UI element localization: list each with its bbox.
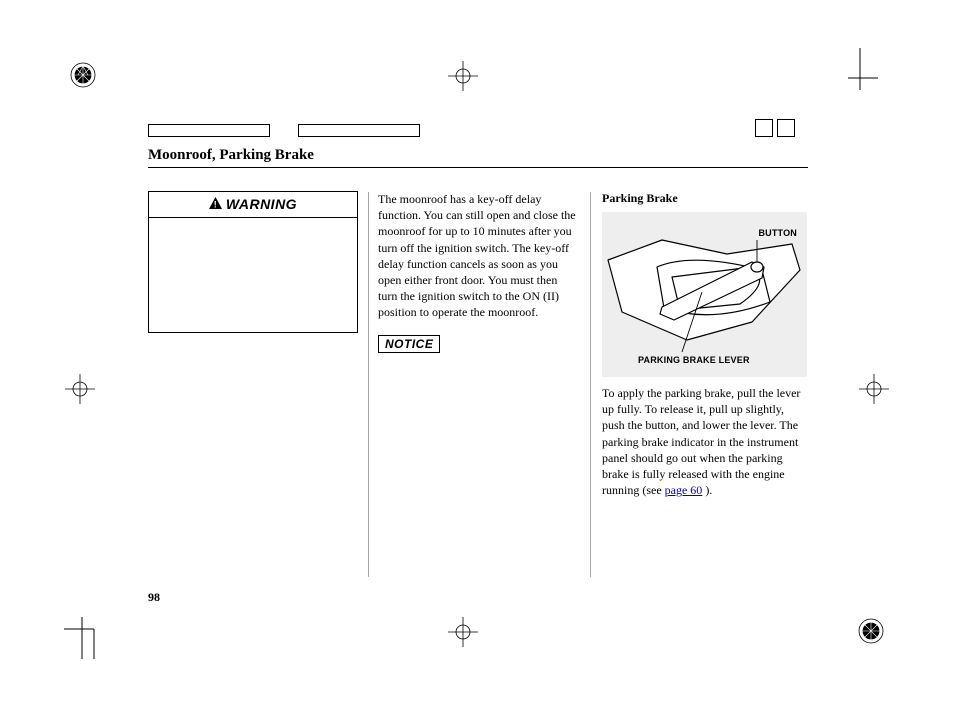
- column-1: ! WARNING: [148, 191, 358, 333]
- figure-label-lever: PARKING BRAKE LEVER: [638, 355, 750, 365]
- svg-text:!: !: [214, 200, 218, 210]
- crosshair-icon: [859, 374, 889, 404]
- crop-mark-square: [777, 119, 795, 137]
- column-3: Parking Brake BUTTON PARKING BRAKE LEVER…: [602, 191, 807, 498]
- column-separator: [368, 192, 369, 577]
- page-title: Moonroof, Parking Brake: [148, 147, 314, 164]
- paragraph-post: ).: [702, 483, 712, 497]
- registration-mark-icon: [69, 61, 97, 89]
- title-rule: [148, 167, 808, 168]
- crop-mark-square: [755, 119, 773, 137]
- page-link[interactable]: page 60: [665, 483, 703, 497]
- parking-brake-paragraph: To apply the parking brake, pull the lev…: [602, 385, 807, 498]
- crop-l-mark: [848, 48, 890, 90]
- warning-triangle-icon: !: [209, 196, 222, 212]
- warning-label: ! WARNING: [209, 196, 297, 212]
- moonroof-paragraph: The moonroof has a key-off delay functio…: [378, 191, 578, 321]
- paragraph-pre: To apply the parking brake, pull the lev…: [602, 386, 800, 497]
- crop-mark-box: [148, 124, 270, 137]
- notice-badge: NOTICE: [378, 335, 440, 353]
- warning-header: ! WARNING: [149, 192, 357, 218]
- crop-mark-box: [298, 124, 420, 137]
- warning-text: WARNING: [226, 196, 297, 212]
- crosshair-icon: [448, 617, 478, 647]
- figure-label-button: BUTTON: [758, 228, 797, 238]
- column-2: The moonroof has a key-off delay functio…: [378, 191, 578, 353]
- registration-mark-icon: [857, 617, 885, 645]
- warning-box: ! WARNING: [148, 191, 358, 333]
- parking-brake-heading: Parking Brake: [602, 191, 807, 206]
- column-separator: [590, 192, 591, 577]
- crosshair-icon: [65, 374, 95, 404]
- parking-brake-figure: BUTTON PARKING BRAKE LEVER: [602, 212, 807, 377]
- page-number: 98: [148, 590, 160, 605]
- crop-l-mark: [64, 617, 106, 659]
- crosshair-icon: [448, 61, 478, 91]
